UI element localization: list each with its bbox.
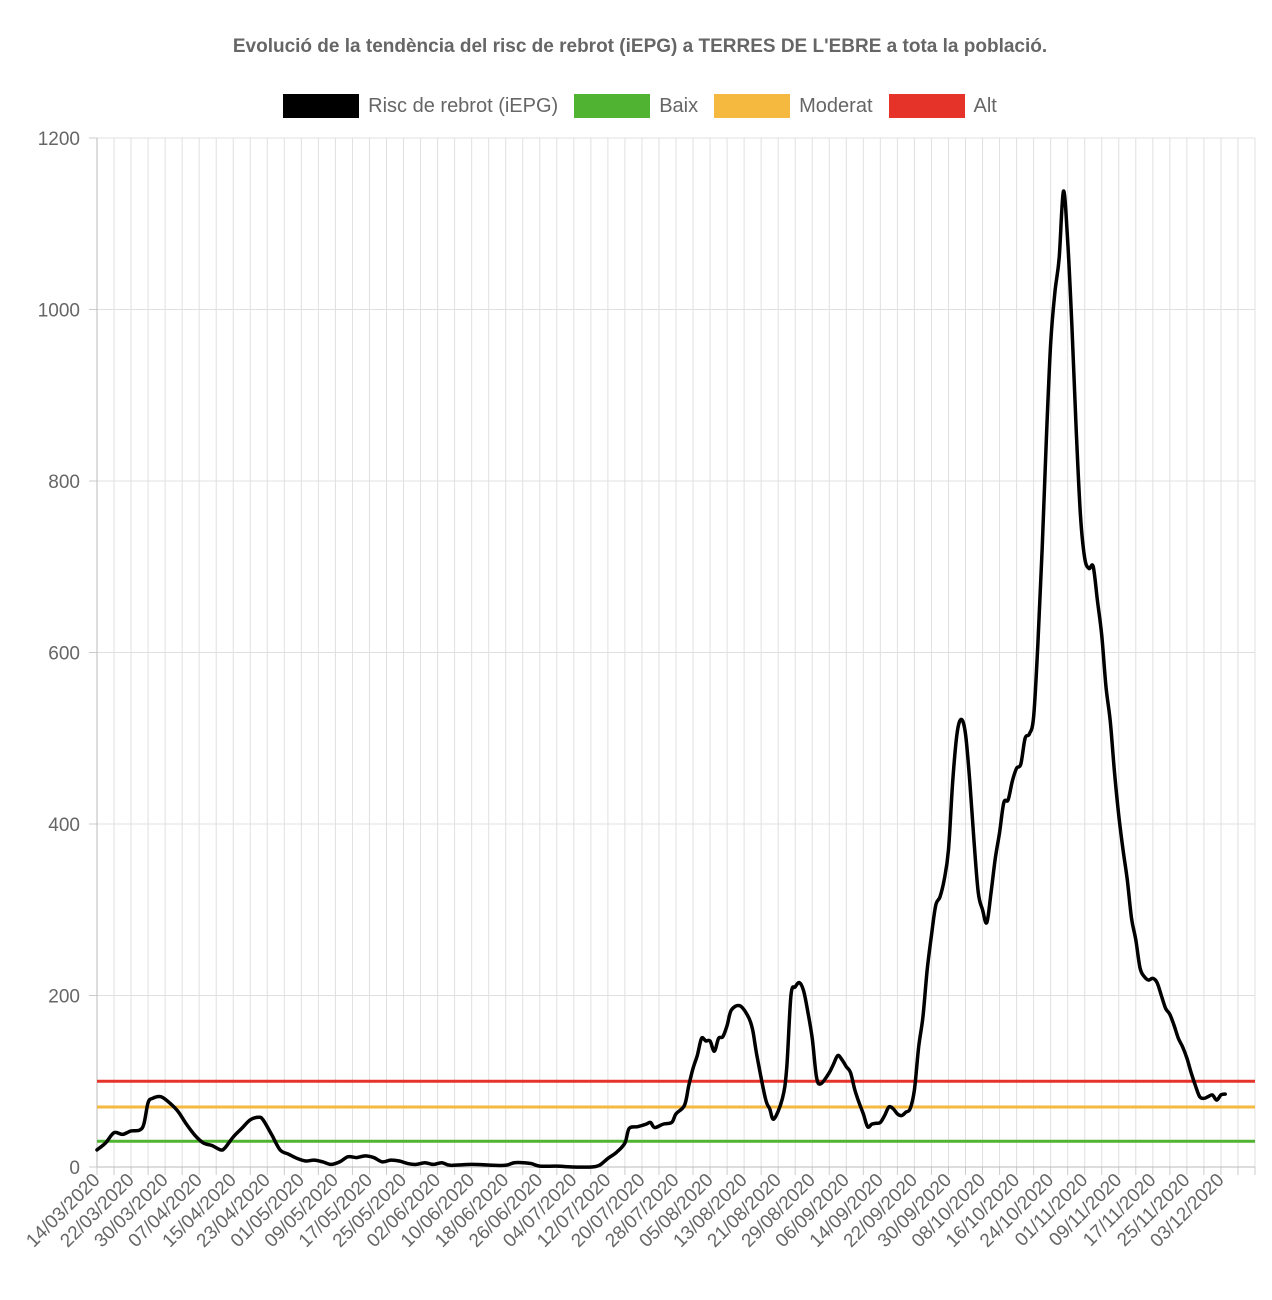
y-tick-label: 200 <box>48 987 80 1008</box>
series-lines <box>95 189 1227 1169</box>
legend-swatch-iepg <box>283 94 360 118</box>
y-tick-label: 400 <box>48 815 80 836</box>
x-axis-tick-labels: 14/03/202022/03/202030/03/202007/04/2020… <box>22 1170 1228 1252</box>
legend-item-alt[interactable]: Alt <box>888 94 997 118</box>
threshold-lines <box>97 1079 1255 1143</box>
legend-label-alt: Alt <box>973 94 997 117</box>
legend-item-baix[interactable]: Baix <box>574 94 698 118</box>
legend-label-moderat: Moderat <box>799 94 873 117</box>
legend-label-iepg: Risc de rebrot (iEPG) <box>368 94 559 117</box>
legend-label-baix: Baix <box>659 94 699 117</box>
legend-swatch-alt <box>888 94 965 118</box>
y-axis-tick-labels: 0 200 400 600 800 1000 1200 <box>38 129 80 1179</box>
iepg-series-line <box>95 189 1227 1169</box>
chart-legend: Risc de rebrot (iEPG) Baix Moderat Alt <box>0 94 1272 118</box>
y-tick-label: 1200 <box>38 129 80 150</box>
y-tick-label: 800 <box>48 472 80 493</box>
chart-title: Evolució de la tendència del risc de reb… <box>232 36 1048 57</box>
legend-item-iepg[interactable]: Risc de rebrot (iEPG) <box>283 94 558 118</box>
chart-grid <box>96 137 1256 1168</box>
y-tick-label: 0 <box>69 1158 80 1179</box>
chart-axes <box>89 137 1256 1175</box>
legend-item-moderat[interactable]: Moderat <box>714 94 873 118</box>
y-tick-label: 1000 <box>38 301 80 322</box>
legend-swatch-baix <box>574 94 651 118</box>
y-tick-label: 600 <box>48 644 80 665</box>
legend-swatch-moderat <box>714 94 791 118</box>
